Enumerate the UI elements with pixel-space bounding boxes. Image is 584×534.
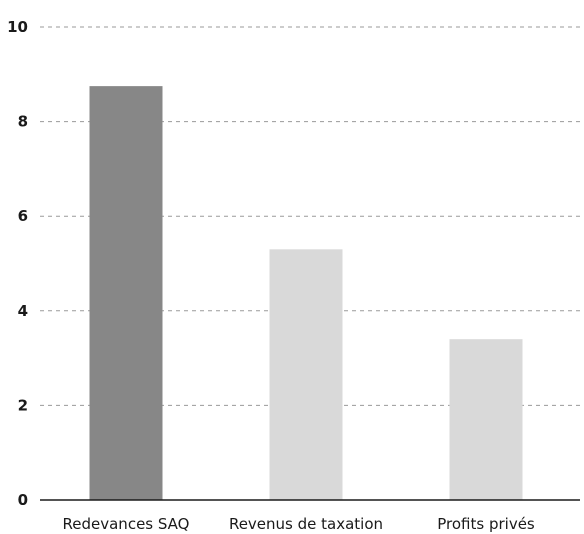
bars (89, 86, 523, 500)
x-tick-label: Redevances SAQ (63, 515, 190, 533)
y-tick-label: 6 (18, 207, 28, 225)
bar (269, 249, 343, 500)
bar (89, 86, 163, 500)
y-tick-label: 10 (7, 18, 28, 36)
y-tick-label: 8 (18, 113, 28, 131)
labels: 0 2 4 6 8 10 Redevances SAQ Revenus de taxation… (7, 18, 535, 533)
x-tick-label: Profits privés (437, 515, 535, 533)
y-tick-label: 0 (18, 491, 28, 509)
bar (449, 339, 523, 500)
y-tick-label: 4 (18, 302, 28, 320)
y-tick-label: 2 (18, 396, 28, 414)
x-tick-label: Revenus de taxation (229, 515, 383, 533)
